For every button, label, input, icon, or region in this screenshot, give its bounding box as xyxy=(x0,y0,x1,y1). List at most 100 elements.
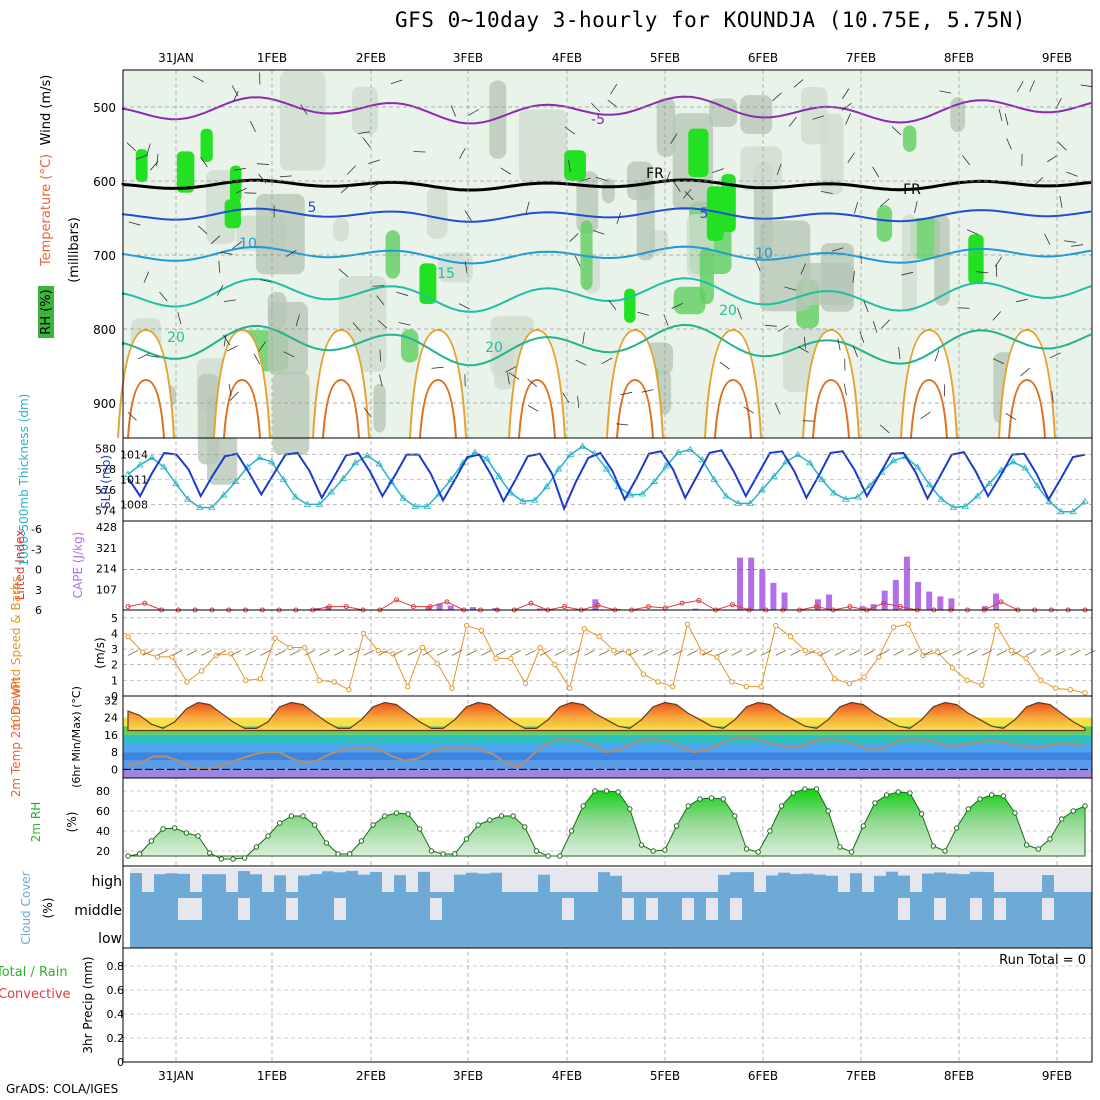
wind-speed-marker xyxy=(625,649,632,655)
day-label-bottom: 9FEB xyxy=(1042,1069,1072,1083)
wind-speed-marker xyxy=(979,682,985,688)
thickness-marker xyxy=(901,452,910,460)
wind-barb xyxy=(223,299,236,303)
cape-bar xyxy=(436,603,443,610)
rh-area xyxy=(127,788,1086,860)
wind-barb xyxy=(229,391,239,401)
wind-10m-barb xyxy=(142,649,153,656)
rh-marker xyxy=(218,856,225,862)
wind-speed-marker xyxy=(449,685,455,691)
rh-marker xyxy=(136,851,143,857)
rh-tick-label: 40 xyxy=(96,825,110,838)
wind-barb xyxy=(228,384,232,396)
rh-marker xyxy=(790,790,796,796)
wind-barb xyxy=(390,79,403,85)
wind-10m-barb xyxy=(363,649,374,656)
thickness-marker xyxy=(219,491,228,498)
cape-bar xyxy=(903,556,910,610)
cape-bar xyxy=(814,599,821,610)
wind-barb xyxy=(300,104,308,115)
wind-barb xyxy=(362,137,371,148)
wind-speed-marker xyxy=(522,680,529,687)
rh-marker xyxy=(592,788,598,794)
cloud-high-cell xyxy=(814,874,826,892)
lifted-index-marker xyxy=(679,600,685,606)
wind-tick-label: 2 xyxy=(111,659,118,672)
panel-frame-cape xyxy=(122,520,1093,611)
wind-speed-marker xyxy=(640,671,647,677)
wind-speed-marker xyxy=(773,622,779,629)
thickness-line xyxy=(127,445,1086,513)
cloud-high-cell xyxy=(922,873,934,892)
rh-tick-label: 20 xyxy=(96,845,110,858)
wind-barb xyxy=(464,261,468,274)
wind-barb xyxy=(1057,141,1067,151)
lifted-index-marker xyxy=(729,602,735,608)
rh-marker xyxy=(1023,842,1030,848)
credit-label: GrADS: COLA/IGES xyxy=(6,1082,119,1096)
cloud-high-cell xyxy=(766,875,778,892)
wind-10m-barb xyxy=(245,649,256,656)
thickness-marker xyxy=(566,450,575,457)
thickness-marker xyxy=(542,482,551,490)
thickness-marker xyxy=(339,474,348,481)
wind-barb xyxy=(1066,171,1078,177)
wind-speed-marker xyxy=(1052,685,1059,691)
rh-marker xyxy=(148,838,155,844)
isotherm-20 xyxy=(122,323,1092,367)
pressure-tick-label: 700 xyxy=(93,249,116,263)
rh-marker xyxy=(568,828,575,834)
wind-10m-barb xyxy=(127,649,139,656)
cloud-middle-gap xyxy=(238,898,250,920)
wind-barb xyxy=(450,105,456,117)
wind-barb xyxy=(286,249,297,257)
wind-barb xyxy=(607,99,618,108)
rh-marker xyxy=(1070,808,1077,814)
rh-marker xyxy=(615,789,621,795)
rh-marker xyxy=(650,848,656,854)
thickness-marker xyxy=(889,457,898,464)
rh-marker xyxy=(988,792,995,798)
wind-barb xyxy=(500,167,511,175)
wind-speed-marker xyxy=(876,654,882,660)
wind-10m-barb xyxy=(937,649,948,656)
cape-bar xyxy=(859,606,866,610)
diurnal-isotherm-inner xyxy=(322,378,360,439)
rh-marker xyxy=(1000,793,1007,799)
thickness-marker xyxy=(483,454,491,462)
rh-marker xyxy=(323,840,330,846)
wind-barb xyxy=(608,299,617,310)
wind-barb xyxy=(872,166,880,178)
thickness-tick-label: 576 xyxy=(95,484,116,497)
rh-marker xyxy=(545,853,551,859)
thickness-tick-label: 578 xyxy=(95,463,116,476)
lifted-index-marker xyxy=(847,604,853,610)
thickness-marker xyxy=(722,492,730,499)
wind-barb xyxy=(295,314,300,327)
wind-barb xyxy=(898,347,901,360)
isotherm-label: 20 xyxy=(719,303,737,319)
wind-barb xyxy=(879,198,890,207)
slp-axis-label: SLP (mb) xyxy=(99,455,113,509)
temp-band xyxy=(123,743,1092,753)
slp-tick-label: 1011 xyxy=(120,474,148,487)
thickness-marker xyxy=(662,462,671,469)
wind-barb xyxy=(377,320,388,329)
wind-tick-label: 4 xyxy=(111,627,118,640)
wind-10m-barb xyxy=(775,649,786,656)
cloud-high-cell xyxy=(478,873,490,892)
wind-barb xyxy=(755,259,761,272)
wind-speed-marker xyxy=(935,649,941,655)
rh-high-blob xyxy=(224,199,241,229)
thickness-marker xyxy=(734,499,742,506)
diurnal-isotherm-inner xyxy=(812,378,850,439)
temp-band xyxy=(123,734,1092,744)
cloud-middle-gap xyxy=(898,898,910,920)
wind-barb xyxy=(1020,367,1030,377)
rh-marker xyxy=(767,828,773,834)
rh-marker xyxy=(673,823,680,829)
lifted-index-marker xyxy=(326,604,332,610)
wind-barb xyxy=(872,321,878,333)
rh-marker xyxy=(452,851,458,857)
rh-marker xyxy=(440,851,446,857)
